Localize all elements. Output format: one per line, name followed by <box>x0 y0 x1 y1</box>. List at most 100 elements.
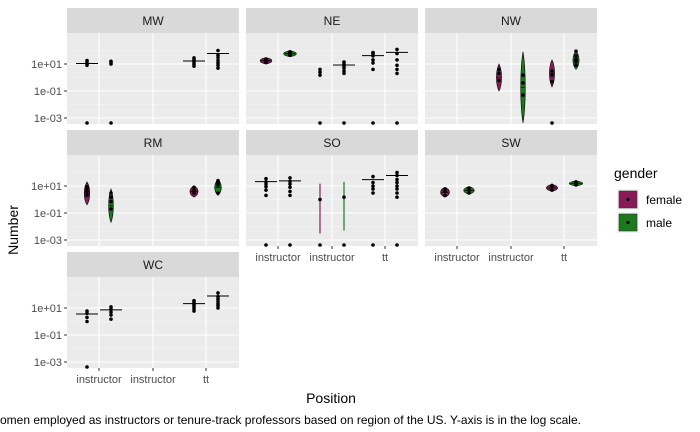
facet-panel: MW 1e+01 1e-01 1e-03 <box>31 8 239 125</box>
data-point <box>574 54 578 58</box>
data-point <box>371 58 375 62</box>
data-point <box>192 298 196 303</box>
x-tick-label: tt <box>382 252 388 264</box>
data-point <box>264 184 268 189</box>
data-point <box>371 191 375 195</box>
data-point <box>216 58 220 63</box>
data-point <box>550 183 554 188</box>
data-point <box>109 59 113 64</box>
data-point <box>288 182 292 186</box>
data-point <box>371 187 375 191</box>
data-point <box>216 66 220 70</box>
facet-strip <box>246 8 418 33</box>
data-point <box>443 193 447 198</box>
legend: gender female male <box>614 165 682 233</box>
data-point <box>574 57 578 62</box>
data-point <box>85 319 89 324</box>
facet-strip-label: WC <box>143 258 163 272</box>
facet-panel: NE <box>246 8 418 125</box>
data-point <box>395 243 399 247</box>
data-point <box>395 51 399 56</box>
data-point <box>216 48 220 53</box>
y-tick-label: 1e-01 <box>34 208 62 220</box>
data-point <box>467 191 471 195</box>
data-point <box>318 243 322 247</box>
facet-panel: WC 1e+01 1e-01 1e-03 instructor instructor tt <box>31 252 239 386</box>
facet-panel: NW <box>425 8 597 125</box>
data-point <box>264 180 268 184</box>
legend-dot <box>626 197 630 202</box>
facet-strip <box>67 252 239 277</box>
data-point <box>395 63 399 68</box>
legend-keys: female male <box>617 189 682 233</box>
data-point <box>521 93 525 97</box>
legend-title: gender <box>614 165 658 181</box>
facet-plot-area: instructor instructor tt <box>425 155 597 264</box>
facet-strip <box>67 130 239 155</box>
data-point <box>216 191 220 195</box>
data-point <box>264 243 268 247</box>
data-point <box>550 69 554 73</box>
data-point <box>318 197 322 202</box>
data-point <box>216 178 220 183</box>
facet-panels: MW 1e+01 1e-01 1e-03 NE NW RM 1e+01 1e-01 1e-03 SO… <box>31 8 597 386</box>
data-point <box>574 49 578 53</box>
data-point <box>85 58 89 63</box>
data-point <box>109 310 113 314</box>
x-tick-label: tt <box>203 374 209 386</box>
data-point <box>264 193 268 198</box>
data-point <box>109 313 113 317</box>
facet-plot-area <box>425 33 597 125</box>
facet-strip <box>67 8 239 33</box>
data-point <box>192 56 196 60</box>
data-point <box>318 70 322 74</box>
y-tick-label: 1e+01 <box>31 303 62 315</box>
data-point <box>342 195 346 199</box>
y-tick-label: 1e-03 <box>34 113 62 125</box>
data-point <box>521 81 525 85</box>
data-point <box>371 184 375 188</box>
facet-plot-area <box>246 33 418 125</box>
data-point <box>318 67 322 72</box>
data-point <box>371 50 375 55</box>
data-point <box>550 188 554 192</box>
data-point <box>342 69 346 73</box>
data-point <box>216 297 220 301</box>
data-point <box>371 174 375 179</box>
data-point <box>521 73 525 77</box>
data-point <box>395 67 399 72</box>
data-point <box>395 187 399 191</box>
data-point <box>395 177 399 182</box>
data-point <box>85 365 89 369</box>
data-point <box>109 317 113 321</box>
data-point <box>395 47 399 52</box>
data-point <box>109 305 113 309</box>
male-legend-label: male <box>646 216 672 230</box>
facet-strip-label: SO <box>323 136 340 150</box>
data-point <box>342 121 346 125</box>
data-point <box>288 176 292 180</box>
data-point <box>395 58 399 62</box>
x-tick-label: instructor <box>130 374 176 386</box>
facet-plot-area: 1e+01 1e-01 1e-03 <box>31 155 239 247</box>
facet-panel: SO instructor instructor tt <box>246 130 418 264</box>
data-point <box>288 179 292 184</box>
data-point <box>395 191 399 195</box>
data-point <box>371 67 375 72</box>
x-tick-label: instructor <box>488 252 534 264</box>
y-tick-label: 1e+01 <box>31 59 62 71</box>
data-point <box>192 188 196 192</box>
data-point <box>497 67 501 72</box>
y-tick-label: 1e+01 <box>31 181 62 193</box>
data-point <box>318 121 322 125</box>
y-tick-label: 1e-01 <box>34 330 62 342</box>
data-point <box>264 176 268 181</box>
data-point <box>109 121 113 125</box>
data-point <box>443 187 447 191</box>
data-point <box>288 189 292 194</box>
data-point <box>264 188 268 192</box>
data-point <box>371 61 375 65</box>
x-tick-label: instructor <box>76 374 122 386</box>
data-point <box>216 291 220 295</box>
